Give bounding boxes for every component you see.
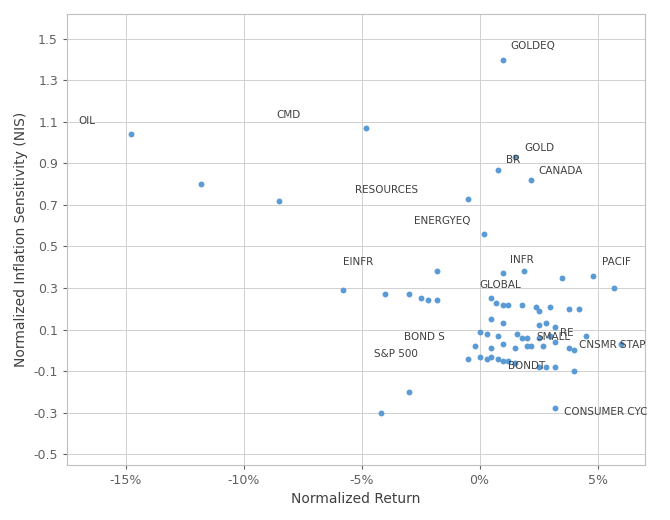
Point bbox=[569, 367, 580, 375]
Point bbox=[431, 296, 442, 305]
Text: GLOBAL: GLOBAL bbox=[480, 280, 521, 290]
Point bbox=[490, 298, 501, 307]
Point bbox=[380, 290, 391, 298]
Point bbox=[338, 286, 348, 294]
Point bbox=[470, 342, 480, 350]
Text: PACIF: PACIF bbox=[602, 257, 631, 267]
Point bbox=[510, 153, 521, 161]
Point bbox=[588, 271, 598, 280]
Point bbox=[531, 303, 541, 311]
Point bbox=[549, 363, 560, 371]
Text: CNSMR STAP: CNSMR STAP bbox=[579, 340, 645, 350]
Text: BR: BR bbox=[506, 155, 520, 165]
Point bbox=[493, 355, 504, 363]
Point bbox=[557, 274, 567, 282]
Point bbox=[519, 267, 530, 276]
Point bbox=[481, 355, 492, 363]
Point bbox=[403, 388, 414, 396]
Point bbox=[462, 194, 473, 203]
Point bbox=[486, 294, 496, 303]
Point bbox=[474, 353, 485, 361]
Point bbox=[493, 332, 504, 340]
Point bbox=[498, 357, 509, 365]
Point bbox=[474, 328, 485, 336]
Point bbox=[517, 334, 527, 342]
Text: BOND S: BOND S bbox=[404, 332, 445, 342]
Point bbox=[493, 165, 504, 174]
Point bbox=[526, 176, 537, 184]
Text: SMALL: SMALL bbox=[536, 332, 570, 342]
Point bbox=[125, 130, 136, 138]
Point bbox=[415, 294, 426, 303]
Text: OIL: OIL bbox=[79, 116, 96, 126]
Point bbox=[512, 330, 523, 338]
Point bbox=[521, 342, 532, 350]
Point bbox=[540, 363, 551, 371]
Point bbox=[521, 334, 532, 342]
Point bbox=[540, 319, 551, 328]
Point bbox=[533, 307, 544, 315]
Text: ENERGYEQ: ENERGYEQ bbox=[413, 216, 470, 226]
Text: RE: RE bbox=[559, 328, 574, 338]
Text: EINFR: EINFR bbox=[343, 257, 373, 267]
Y-axis label: Normalized Inflation Sensitivity (NIS): Normalized Inflation Sensitivity (NIS) bbox=[14, 112, 28, 367]
Text: CANADA: CANADA bbox=[539, 166, 583, 176]
Text: GOLD: GOLD bbox=[525, 143, 555, 153]
Point bbox=[498, 301, 509, 309]
Point bbox=[569, 346, 580, 355]
Point bbox=[533, 334, 544, 342]
Point bbox=[479, 230, 490, 238]
Text: CONSUMER CYC: CONSUMER CYC bbox=[565, 407, 648, 417]
Point bbox=[510, 359, 521, 367]
Point bbox=[462, 355, 473, 363]
Point bbox=[545, 303, 555, 311]
Point bbox=[403, 290, 414, 298]
Point bbox=[486, 353, 496, 361]
Point bbox=[502, 357, 513, 365]
Point bbox=[564, 344, 575, 353]
Point bbox=[481, 330, 492, 338]
Point bbox=[526, 342, 537, 350]
Point bbox=[533, 363, 544, 371]
Point bbox=[498, 56, 509, 64]
Point bbox=[498, 269, 509, 278]
Point bbox=[431, 267, 442, 276]
Point bbox=[196, 180, 207, 188]
Point bbox=[510, 344, 521, 353]
Point bbox=[580, 332, 591, 340]
Point bbox=[486, 344, 496, 353]
Text: RESOURCES: RESOURCES bbox=[354, 185, 418, 194]
Point bbox=[486, 315, 496, 323]
Text: CMD: CMD bbox=[277, 110, 301, 120]
Point bbox=[538, 342, 549, 350]
Point bbox=[274, 197, 285, 205]
Point bbox=[574, 305, 584, 313]
Point bbox=[498, 340, 509, 348]
Point bbox=[616, 340, 626, 348]
Point bbox=[564, 305, 575, 313]
Point bbox=[422, 296, 433, 305]
Point bbox=[549, 323, 560, 332]
Text: GOLDEQ: GOLDEQ bbox=[511, 41, 555, 51]
Point bbox=[533, 321, 544, 330]
Point bbox=[549, 404, 560, 412]
X-axis label: Normalized Return: Normalized Return bbox=[291, 492, 421, 506]
Point bbox=[545, 332, 555, 340]
Point bbox=[517, 301, 527, 309]
Text: INFR: INFR bbox=[511, 255, 534, 265]
Point bbox=[498, 319, 509, 328]
Point bbox=[608, 284, 619, 292]
Point bbox=[361, 124, 372, 132]
Text: S&P 500: S&P 500 bbox=[373, 348, 417, 359]
Text: BONDT: BONDT bbox=[508, 361, 545, 371]
Point bbox=[502, 301, 513, 309]
Point bbox=[375, 408, 386, 417]
Point bbox=[549, 338, 560, 346]
